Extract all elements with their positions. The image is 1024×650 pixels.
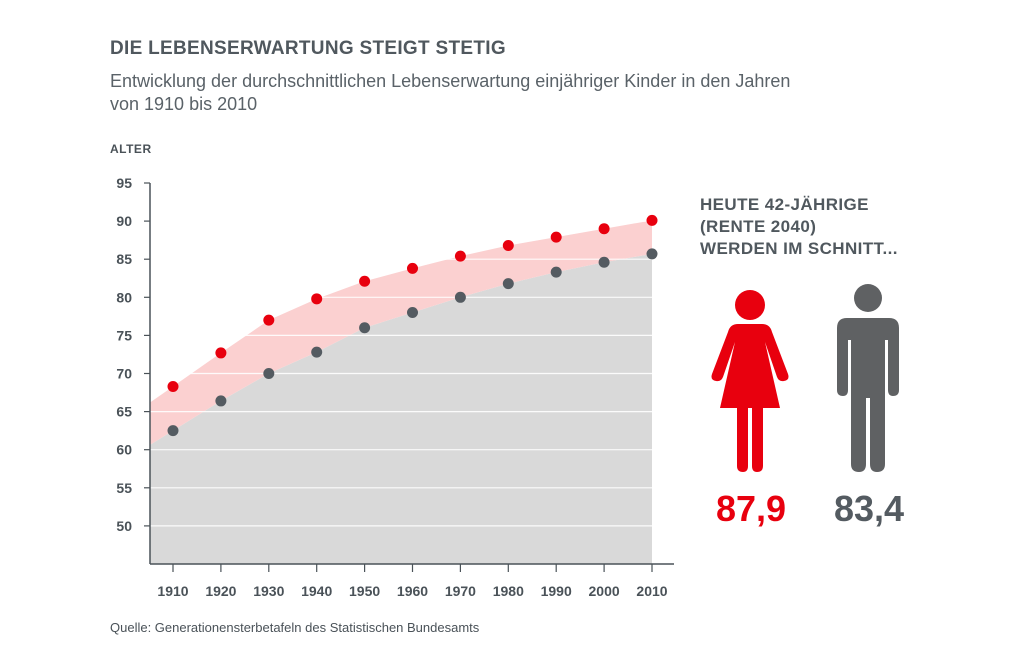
chart-title: DIE LEBENSERWARTUNG STEIGT STETIG xyxy=(110,38,506,59)
male-point xyxy=(263,368,275,379)
y-tick-label: 70 xyxy=(116,366,132,382)
y-tick-label: 95 xyxy=(116,175,132,191)
male-point xyxy=(407,307,418,319)
chart-subtitle: Entwicklung der durchschnittlichen Leben… xyxy=(110,71,791,114)
female-point xyxy=(215,347,227,359)
male-point xyxy=(502,278,514,290)
female-point xyxy=(359,275,371,287)
female-point xyxy=(311,293,323,305)
female-point xyxy=(454,250,466,262)
male-point xyxy=(550,266,562,278)
x-tick-label: 1960 xyxy=(397,583,428,599)
x-tick-label: 1980 xyxy=(493,583,524,599)
female-point xyxy=(263,314,275,326)
male-point xyxy=(167,425,179,437)
x-tick-label: 2010 xyxy=(636,583,667,599)
y-tick-label: 60 xyxy=(116,442,132,458)
female-value: 87,9 xyxy=(716,488,787,529)
x-tick-label: 1930 xyxy=(253,583,284,599)
y-tick-label: 50 xyxy=(116,518,132,534)
callout-line-3: WERDEN IM SCHNITT... xyxy=(700,239,898,258)
male-point xyxy=(454,291,466,303)
y-tick-label: 80 xyxy=(116,289,132,305)
gap-band xyxy=(150,220,652,445)
y-tick-label: 65 xyxy=(116,404,132,420)
callout-line-2: (RENTE 2040) xyxy=(700,217,817,236)
male-point xyxy=(646,248,658,260)
x-tick-label: 1940 xyxy=(301,583,332,599)
y-tick-label: 85 xyxy=(116,251,132,267)
male-point xyxy=(359,322,371,334)
female-point xyxy=(646,214,658,226)
y-tick-label: 55 xyxy=(116,480,132,496)
male-area xyxy=(150,253,652,564)
callout-text: HEUTE 42-JÄHRIGE (RENTE 2040) WERDEN IM … xyxy=(700,194,960,260)
man-icon xyxy=(837,284,899,472)
woman-icon xyxy=(711,290,789,472)
y-tick-label: 75 xyxy=(116,327,132,343)
callout-line-1: HEUTE 42-JÄHRIGE xyxy=(700,195,869,214)
x-tick-label: 1990 xyxy=(541,583,572,599)
female-point xyxy=(407,262,418,274)
y-tick-label: 90 xyxy=(116,213,132,229)
female-point xyxy=(167,380,179,392)
x-tick-label: 1920 xyxy=(205,583,236,599)
x-tick-label: 1910 xyxy=(157,583,188,599)
x-tick-label: 2000 xyxy=(589,583,620,599)
female-point xyxy=(502,239,514,251)
female-point xyxy=(550,231,562,243)
x-tick-label: 1970 xyxy=(445,583,476,599)
male-value: 83,4 xyxy=(834,488,905,529)
x-tick-label: 1950 xyxy=(349,583,380,599)
female-point xyxy=(598,223,610,235)
male-point xyxy=(598,256,610,268)
male-point xyxy=(311,346,323,358)
male-point xyxy=(215,395,227,407)
source-note: Quelle: Generationensterbetafeln des Sta… xyxy=(110,620,480,635)
y-axis-label: ALTER xyxy=(110,142,152,156)
